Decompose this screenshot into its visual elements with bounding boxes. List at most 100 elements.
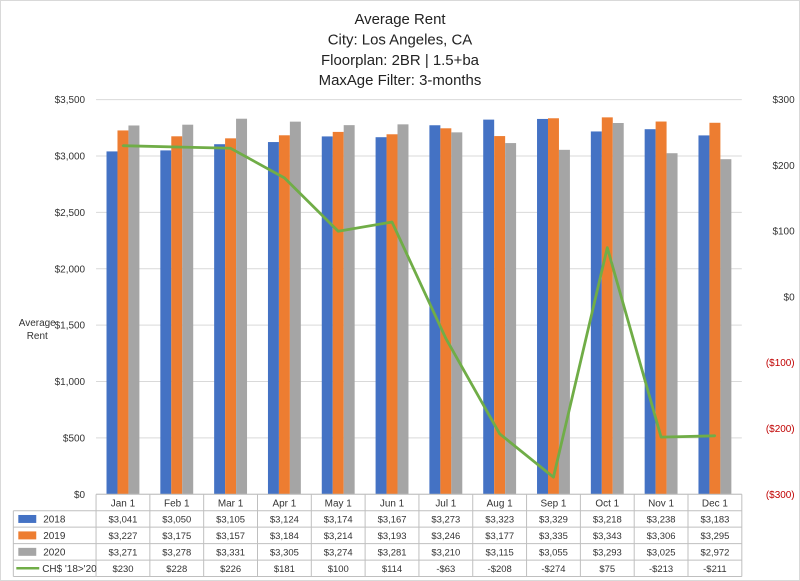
right-tick-label: $0 (784, 292, 796, 303)
category-label: Apr 1 (273, 498, 297, 509)
bar-2019-Sep-1 (547, 118, 559, 495)
table-cell: $3,177 (485, 531, 514, 542)
table-cell: $3,278 (162, 547, 191, 558)
table-cell: $3,306 (647, 531, 676, 542)
left-tick-label: $1,000 (55, 377, 86, 388)
table-cell: $3,331 (216, 547, 245, 558)
table-cell: $3,157 (216, 531, 245, 542)
table-cell: $3,238 (647, 514, 676, 525)
table-cell: $3,167 (378, 514, 407, 525)
bar-2018-Aug-1 (483, 119, 495, 495)
bar-2020-Aug-1 (505, 143, 517, 495)
bar-2018-Jan-1 (106, 151, 118, 495)
table-cell: -$211 (703, 564, 726, 575)
table-cell: $2,972 (700, 547, 729, 558)
line-point (552, 475, 555, 479)
left-tick-label: $1,500 (55, 321, 86, 332)
table-cell: $228 (166, 564, 187, 575)
legend-label: CH$ '18>'20 (42, 564, 97, 575)
table-cell: $3,124 (270, 514, 299, 525)
right-tick-label: $100 (772, 227, 795, 238)
category-label: Jun 1 (380, 498, 405, 509)
line-point (713, 434, 717, 437)
bar-2018-Nov-1 (644, 129, 656, 495)
table-cell: $114 (382, 564, 402, 575)
left-tick-label: $2,000 (55, 264, 86, 275)
bar-2019-Apr-1 (278, 135, 290, 495)
legend-swatch-2019 (18, 531, 37, 540)
bar-2019-Aug-1 (494, 136, 506, 495)
line-point (498, 432, 501, 435)
bar-2020-Dec-1 (720, 159, 732, 495)
left-tick-label: $2,500 (55, 208, 86, 219)
table-cell: $3,335 (539, 531, 568, 542)
bar-2020-Apr-1 (289, 121, 301, 495)
category-label: Jul 1 (435, 498, 456, 509)
table-cell: $3,305 (270, 547, 299, 558)
table-cell: $230 (112, 564, 133, 575)
table-cell: -$63 (436, 564, 455, 575)
bar-2020-Jan-1 (128, 125, 140, 495)
bar-2020-Nov-1 (666, 153, 678, 495)
bar-2020-Feb-1 (182, 124, 194, 495)
table-cell: $75 (599, 564, 615, 575)
category-label: Dec 1 (702, 498, 728, 509)
left-tick-label: $3,000 (55, 152, 86, 163)
line-point (229, 147, 232, 150)
legend-swatch-2018 (18, 514, 37, 523)
bar-2020-Jun-1 (397, 124, 409, 495)
line-point (444, 337, 448, 340)
category-label: May 1 (325, 498, 353, 509)
right-tick-label: ($100) (766, 358, 795, 369)
left-tick-label: $0 (74, 490, 86, 501)
bar-2018-Feb-1 (160, 150, 172, 495)
right-tick-label: $300 (772, 95, 795, 106)
bar-2018-Jul-1 (429, 125, 441, 495)
table-cell: $3,041 (108, 514, 137, 525)
table-cell: -$213 (649, 564, 673, 575)
category-label: Oct 1 (595, 498, 619, 509)
table-cell: $3,050 (162, 514, 191, 525)
bar-2019-Dec-1 (709, 122, 721, 495)
y-axis-label-line: Average (19, 318, 56, 329)
y-axis-label: Average Rent (19, 318, 56, 342)
bar-2018-May-1 (321, 136, 333, 495)
bar-2020-Mar-1 (236, 118, 248, 495)
bar-2018-Apr-1 (267, 142, 279, 495)
line-point (659, 435, 663, 439)
right-axis-ticks: $300 $200 $100 $0 ($100) ($200) ($300) (766, 95, 795, 501)
bar-2018-Jun-1 (375, 137, 387, 495)
table-cell: $3,295 (700, 531, 729, 542)
line-series-change (122, 144, 715, 479)
category-label: Jan 1 (111, 498, 136, 509)
title-line-2: Floorplan: 2BR | 1.5+ba (321, 52, 480, 69)
bar-2018-Oct-1 (590, 131, 602, 495)
bar-2019-Jul-1 (440, 128, 452, 495)
table-cell: -$274 (541, 564, 565, 575)
bar-2020-Oct-1 (612, 122, 624, 495)
category-label: Mar 1 (218, 498, 244, 509)
category-label: Nov 1 (648, 498, 674, 509)
left-tick-label: $3,500 (55, 95, 86, 106)
category-label: Sep 1 (540, 498, 566, 509)
table-cell: $3,193 (378, 531, 407, 542)
chart-title: Average Rent City: Los Angeles, CA Floorpl… (319, 11, 482, 89)
table-cell: $3,025 (647, 547, 676, 558)
table-cell: $3,210 (431, 547, 460, 558)
legend-label: 2019 (43, 531, 66, 542)
bar-2020-May-1 (343, 125, 355, 495)
line-point (606, 246, 609, 249)
table-cell: $3,174 (324, 514, 353, 525)
category-label: Aug 1 (487, 498, 513, 509)
table-cell: $3,329 (539, 514, 568, 525)
legend-swatch-2020 (18, 547, 37, 556)
right-tick-label: $200 (772, 161, 795, 172)
line-point (121, 144, 125, 147)
line-point (283, 176, 286, 180)
bar-2019-May-1 (332, 131, 344, 495)
table-cell: $3,281 (378, 547, 407, 558)
right-tick-label: ($200) (766, 424, 795, 435)
bar-2020-Jul-1 (451, 132, 463, 495)
table-cell: $3,183 (700, 514, 729, 525)
title-line-3: MaxAge Filter: 3-months (319, 72, 482, 89)
